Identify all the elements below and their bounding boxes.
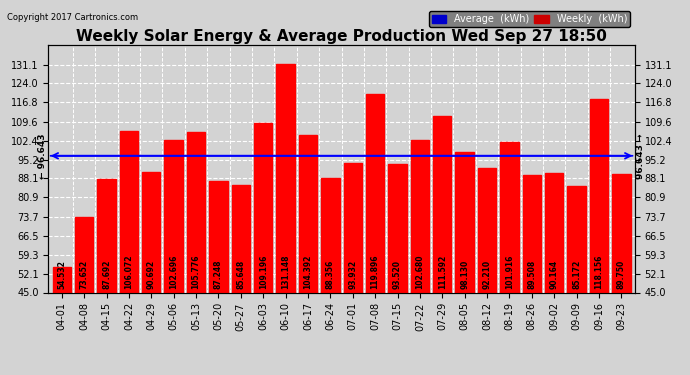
Text: 93.520: 93.520 — [393, 260, 402, 288]
Text: 105.776: 105.776 — [192, 254, 201, 288]
Bar — [500, 142, 519, 292]
Text: 98.130: 98.130 — [460, 259, 469, 288]
Bar — [321, 178, 339, 292]
Text: 73.652: 73.652 — [79, 260, 88, 288]
Bar — [545, 173, 564, 292]
Bar — [52, 267, 71, 292]
Text: 90.164: 90.164 — [550, 260, 559, 288]
Bar — [299, 135, 317, 292]
Text: 119.896: 119.896 — [371, 254, 380, 288]
Text: 96.643 →: 96.643 → — [636, 133, 645, 178]
Text: 131.148: 131.148 — [281, 254, 290, 288]
Bar — [75, 217, 93, 292]
Bar — [612, 174, 631, 292]
Bar — [567, 186, 586, 292]
Text: 102.680: 102.680 — [415, 254, 424, 288]
Bar — [232, 185, 250, 292]
Bar — [388, 164, 406, 292]
Bar — [164, 140, 183, 292]
Text: 89.750: 89.750 — [617, 259, 626, 288]
Text: 85.172: 85.172 — [572, 259, 581, 288]
Text: Copyright 2017 Cartronics.com: Copyright 2017 Cartronics.com — [7, 13, 138, 22]
Bar — [119, 131, 138, 292]
Text: 87.692: 87.692 — [102, 259, 111, 288]
Bar — [366, 94, 384, 292]
Bar — [97, 180, 116, 292]
Text: 104.392: 104.392 — [304, 254, 313, 288]
Bar — [142, 171, 161, 292]
Text: 89.508: 89.508 — [527, 259, 536, 288]
Bar — [187, 132, 205, 292]
Bar — [590, 99, 608, 292]
Text: ← 96.643: ← 96.643 — [38, 133, 47, 178]
Legend: Average  (kWh), Weekly  (kWh): Average (kWh), Weekly (kWh) — [428, 12, 630, 27]
Bar — [277, 64, 295, 292]
Text: 85.648: 85.648 — [236, 259, 246, 288]
Text: 106.072: 106.072 — [124, 254, 133, 288]
Text: 109.196: 109.196 — [259, 254, 268, 288]
Bar — [522, 175, 541, 292]
Text: 87.248: 87.248 — [214, 259, 223, 288]
Bar — [455, 152, 474, 292]
Text: 93.932: 93.932 — [348, 260, 357, 288]
Title: Weekly Solar Energy & Average Production Wed Sep 27 18:50: Weekly Solar Energy & Average Production… — [76, 29, 607, 44]
Text: 111.592: 111.592 — [437, 254, 447, 288]
Bar — [209, 181, 228, 292]
Bar — [411, 140, 429, 292]
Text: 90.692: 90.692 — [147, 260, 156, 288]
Bar — [254, 123, 273, 292]
Text: 102.696: 102.696 — [169, 254, 178, 288]
Text: 101.916: 101.916 — [505, 254, 514, 288]
Text: 54.532: 54.532 — [57, 260, 66, 288]
Text: 88.356: 88.356 — [326, 259, 335, 288]
Bar — [433, 116, 451, 292]
Text: 92.210: 92.210 — [482, 260, 491, 288]
Bar — [344, 163, 362, 292]
Bar — [478, 168, 496, 292]
Text: 118.156: 118.156 — [595, 254, 604, 288]
